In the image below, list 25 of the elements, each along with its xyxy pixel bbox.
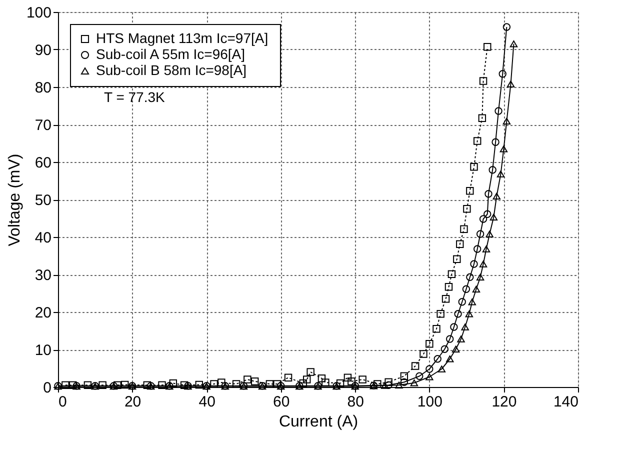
y-tick-label: 60 [34, 154, 52, 172]
x-tick-label: 100 [417, 394, 442, 410]
legend-label: HTS Magnet 113m Ic=97[A] [96, 30, 268, 46]
legend-label: Sub-coil A 55m Ic=96[A] [96, 46, 246, 62]
y-tick-label: 10 [34, 342, 52, 359]
y-tick-label: 20 [34, 304, 52, 322]
y-tick-label: 0 [43, 380, 52, 396]
x-tick-label: 20 [124, 394, 142, 410]
y-tick-label: 100 [26, 4, 52, 22]
annotation: T = 77.3K [104, 89, 166, 105]
x-tick-label: 140 [553, 394, 578, 410]
legend-label: Sub-coil B 58m Ic=98[A] [96, 62, 247, 78]
x-tick-label: 60 [273, 394, 290, 410]
x-tick-label: 80 [347, 394, 364, 410]
x-tick-label: 40 [198, 394, 216, 410]
y-tick-label: 90 [34, 42, 52, 59]
y-tick-label: 70 [34, 117, 52, 134]
y-axis-title: Voltage (mV) [6, 154, 24, 246]
x-tick-label: 120 [492, 394, 517, 410]
x-tick-label: 0 [58, 394, 67, 410]
y-tick-label: 80 [34, 80, 52, 96]
y-tick-label: 40 [34, 230, 52, 246]
y-tick-label: 30 [34, 267, 52, 284]
x-axis-title: Current (A) [278, 414, 358, 430]
y-tick-label: 50 [34, 192, 52, 209]
